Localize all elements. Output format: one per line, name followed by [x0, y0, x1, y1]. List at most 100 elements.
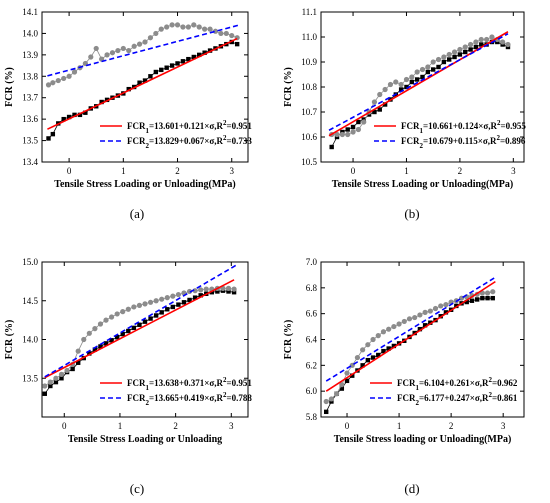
data-point-circle	[489, 34, 495, 40]
data-point-square	[468, 47, 473, 52]
data-point-circle	[462, 44, 468, 50]
plot-area	[323, 276, 496, 415]
x-tick-label: 3	[501, 421, 506, 431]
data-point-circle	[55, 77, 61, 84]
data-point-circle	[104, 52, 110, 58]
data-point-circle	[231, 286, 237, 292]
y-tick-label: 14.5	[22, 296, 38, 306]
data-point-square	[114, 334, 120, 340]
data-point-circle	[142, 301, 148, 307]
data-point-circle	[380, 329, 387, 335]
data-point-square	[197, 52, 202, 58]
y-tick-label: 13.8	[22, 71, 38, 81]
data-point-circle	[158, 26, 164, 32]
data-point-circle	[47, 379, 53, 385]
data-point-square	[126, 328, 131, 334]
data-point-square	[428, 320, 433, 325]
data-point-circle	[382, 86, 388, 93]
data-point-circle	[45, 82, 52, 88]
data-point-square	[382, 102, 388, 107]
data-point-square	[46, 136, 51, 141]
data-point-circle	[186, 288, 193, 295]
data-point-square	[226, 289, 231, 294]
y-tick-label: 5.8	[306, 412, 318, 422]
data-point-circle	[93, 45, 99, 52]
data-point-circle	[66, 73, 72, 79]
data-point-circle	[505, 41, 511, 48]
chart-panel-a: 0 1 2 3 13.4 13.5 13.6 13.7 13.8 13.9 14.0 14.1 Tens…	[4, 7, 252, 221]
y-axis-label: FCR (%)	[283, 320, 294, 360]
legend: FCR1=6.104+0.261×σ,R2=0.962FCR2=6.177+0.…	[370, 376, 518, 407]
data-point-square	[169, 63, 175, 68]
data-point-square	[350, 124, 356, 130]
data-point-circle	[355, 126, 361, 133]
data-point-square	[386, 346, 391, 351]
fit-line-dashed	[47, 24, 241, 77]
legend-entry: FCR1=10.661+0.124×σ,R2=0.955	[401, 119, 526, 135]
data-point-square	[92, 347, 98, 352]
x-tick-label: 1	[118, 421, 123, 431]
data-point-circle	[425, 64, 431, 70]
data-point-square	[464, 299, 469, 305]
data-point-square	[192, 295, 198, 300]
x-axis-label: Tensile Stress loading or Unloading(MPa)	[334, 434, 512, 445]
x-tick-label: 3	[229, 166, 234, 176]
data-point-square	[414, 77, 420, 82]
data-point-square	[436, 64, 441, 70]
data-point-square	[372, 109, 377, 115]
data-point-circle	[202, 26, 208, 32]
data-point-square	[66, 114, 72, 120]
fit-line-solid	[44, 279, 235, 379]
data-point-circle	[114, 311, 120, 317]
data-point-circle	[53, 375, 59, 381]
data-point-square	[202, 50, 207, 55]
data-point-square	[469, 298, 475, 303]
data-point-circle	[391, 323, 397, 330]
data-point-circle	[223, 30, 229, 37]
data-point-square	[170, 304, 176, 310]
data-point-circle	[147, 35, 154, 41]
data-point-circle	[403, 76, 410, 83]
legend-entry: FCR2=6.177+0.247×σ,R2=0.861	[397, 391, 518, 407]
data-point-circle	[174, 22, 181, 28]
data-point-square	[187, 297, 192, 303]
data-point-circle	[108, 314, 115, 320]
fit-line-dashed	[44, 264, 238, 378]
data-point-square	[153, 69, 159, 75]
data-point-circle	[159, 296, 165, 302]
data-point-square	[175, 61, 180, 66]
plot-frame	[41, 11, 249, 163]
data-point-circle	[490, 289, 496, 295]
data-point-circle	[354, 354, 361, 361]
data-point-circle	[120, 309, 126, 315]
data-point-square	[480, 295, 485, 301]
panel-label: (a)	[130, 206, 144, 221]
data-point-circle	[136, 41, 143, 47]
data-point-circle	[71, 69, 78, 75]
chart-panel-d: 0 1 2 3 5.8 6.0 6.2 6.4 6.6 6.8 7.0 Tensile Stress …	[283, 257, 525, 496]
data-point-circle	[207, 26, 213, 32]
data-point-square	[186, 56, 191, 62]
y-tick-label: 6.4	[306, 335, 318, 345]
data-point-square	[148, 74, 153, 79]
data-point-circle	[430, 59, 436, 65]
data-point-circle	[387, 81, 394, 88]
scatter-series-circle	[45, 22, 240, 88]
data-point-circle	[334, 131, 340, 138]
data-point-circle	[414, 69, 420, 75]
data-point-circle	[473, 39, 479, 45]
data-point-circle	[115, 47, 121, 54]
data-point-square	[430, 67, 436, 72]
data-point-circle	[432, 305, 439, 312]
data-point-circle	[334, 391, 340, 397]
data-point-circle	[323, 398, 329, 405]
data-point-square	[87, 351, 92, 356]
y-tick-label: 6.0	[306, 386, 318, 396]
data-point-square	[98, 344, 103, 349]
data-point-square	[120, 331, 125, 337]
y-tick-label: 10.7	[301, 107, 317, 117]
data-point-circle	[451, 49, 458, 55]
data-point-circle	[185, 24, 191, 30]
data-point-square	[231, 290, 237, 295]
x-tick-label: 3	[229, 421, 234, 431]
